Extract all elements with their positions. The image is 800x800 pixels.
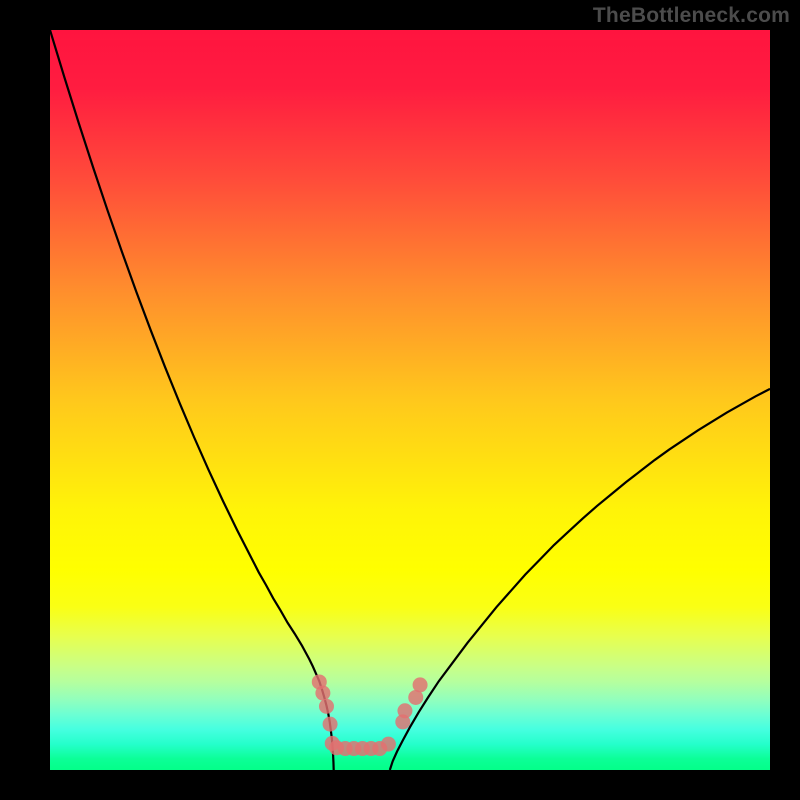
data-marker [381, 737, 396, 752]
plot-area [50, 30, 770, 770]
curve-left [50, 30, 334, 770]
watermark-text: TheBottleneck.com [593, 4, 790, 28]
curve-right [390, 389, 770, 770]
chart-svg [50, 30, 770, 770]
data-marker [315, 686, 330, 701]
data-marker [323, 717, 338, 732]
data-marker [319, 699, 334, 714]
data-marker [413, 677, 428, 692]
data-marker [397, 703, 412, 718]
